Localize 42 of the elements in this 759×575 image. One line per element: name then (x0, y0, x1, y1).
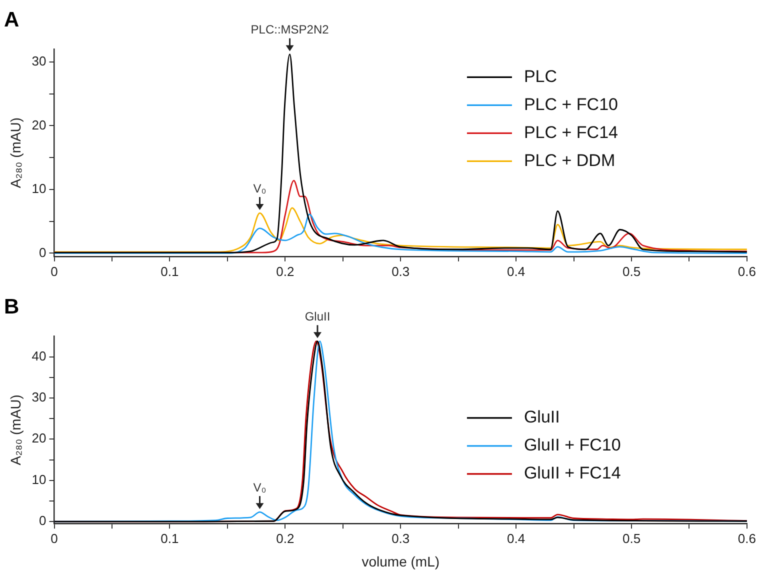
y-tick-label: 30 (32, 54, 46, 69)
x-tick-label: 0.2 (276, 530, 294, 546)
y-tick-label: 10 (32, 472, 46, 487)
x-tick-label: 0.4 (507, 530, 526, 546)
x-tick-label: 0.3 (392, 530, 410, 546)
y-tick-label: 20 (32, 430, 46, 446)
annotation: GluII (304, 309, 330, 324)
x-axis-title: volume (mL) (362, 553, 440, 570)
annotation: V₀ (253, 181, 266, 196)
legend-label: PLC (524, 66, 558, 86)
line-series (54, 207, 747, 253)
chart-title: A (4, 8, 20, 32)
legend-label: GluII + FC10 (524, 436, 621, 455)
y-axis-title: A₂₈₀ (mAU) (7, 394, 24, 466)
x-tick-label: 0.1 (160, 264, 179, 279)
x-tick-label: 0.6 (738, 264, 756, 279)
y-tick-label: 0 (39, 244, 46, 260)
x-tick-label: 0 (50, 530, 58, 546)
y-tick-label: 0 (39, 513, 46, 528)
legend-label: GluII (524, 408, 560, 427)
line-series (54, 214, 747, 254)
y-tick-label: 20 (32, 117, 46, 132)
chart-title: B (4, 295, 20, 318)
y-tick-label: 10 (32, 181, 46, 196)
x-tick-label: 0.4 (507, 264, 526, 279)
x-tick-label: 0.6 (738, 530, 756, 546)
legend-label: PLC + FC14 (524, 122, 618, 142)
line-series (54, 54, 747, 254)
legend-label: PLC + DDM (524, 150, 616, 170)
x-tick-label: 0.5 (622, 264, 641, 279)
y-tick-label: 40 (32, 348, 46, 364)
x-tick-label: 0 (50, 264, 58, 279)
annotation: V₀ (253, 480, 266, 494)
y-axis-title: A₂₈₀ (mAU) (7, 117, 24, 188)
x-tick-label: 0.5 (622, 530, 641, 546)
x-tick-label: 0.3 (392, 264, 410, 279)
y-tick-label: 30 (32, 390, 46, 405)
legend-label: GluII + FC14 (524, 464, 621, 483)
legend-label: PLC + FC10 (524, 94, 618, 114)
x-tick-label: 0.1 (160, 530, 179, 546)
annotation: PLC::MSP2N2 (250, 22, 330, 37)
x-tick-label: 0.2 (276, 264, 294, 279)
